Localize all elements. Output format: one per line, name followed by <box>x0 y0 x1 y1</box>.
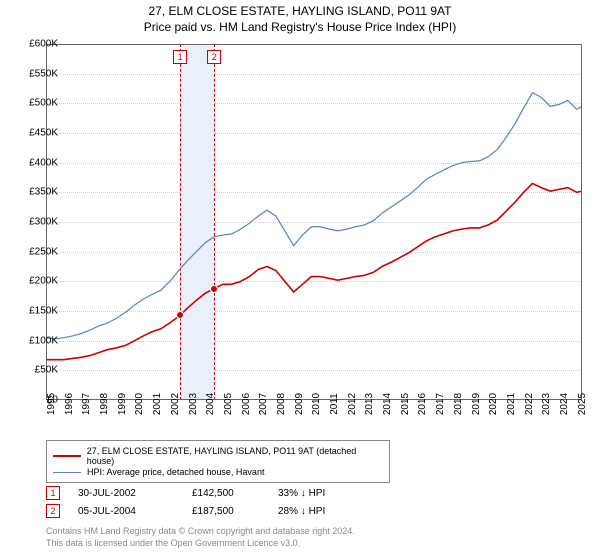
xtick-label: 2009 <box>294 393 305 415</box>
legend-label-hpi: HPI: Average price, detached house, Hava… <box>87 467 264 477</box>
chart-subtitle: Price paid vs. HM Land Registry's House … <box>0 20 600 34</box>
sale-marker-box: 1 <box>173 50 187 64</box>
sale-date: 30-JUL-2002 <box>78 488 174 499</box>
footer-line2: This data is licensed under the Open Gov… <box>46 538 355 550</box>
legend: 27, ELM CLOSE ESTATE, HAYLING ISLAND, PO… <box>46 440 390 483</box>
ytick-label: £100K <box>29 335 58 346</box>
ytick-label: £500K <box>29 98 58 109</box>
xtick-label: 2001 <box>152 393 163 415</box>
ytick-label: £450K <box>29 128 58 139</box>
xtick-label: 2024 <box>559 393 570 415</box>
legend-label-property: 27, ELM CLOSE ESTATE, HAYLING ISLAND, PO… <box>87 446 383 466</box>
sale-price: £187,500 <box>192 506 260 517</box>
xtick-label: 2013 <box>364 393 375 415</box>
sales-table: 1 30-JUL-2002 £142,500 33% ↓ HPI 2 05-JU… <box>46 482 368 522</box>
xtick-label: 2019 <box>471 393 482 415</box>
chart-plot-area: 12 <box>46 44 582 400</box>
ytick-label: £400K <box>29 157 58 168</box>
plot-border <box>46 44 582 400</box>
sale-number-box: 2 <box>46 504 60 518</box>
xtick-label: 1997 <box>81 393 92 415</box>
xtick-label: 2018 <box>453 393 464 415</box>
sale-number-box: 1 <box>46 486 60 500</box>
footer-line1: Contains HM Land Registry data © Crown c… <box>46 526 355 538</box>
ytick-label: £150K <box>29 306 58 317</box>
xtick-label: 1996 <box>64 393 75 415</box>
xtick-label: 2021 <box>506 393 517 415</box>
xtick-label: 2006 <box>241 393 252 415</box>
xtick-label: 2025 <box>577 393 588 415</box>
sale-price: £142,500 <box>192 488 260 499</box>
sale-pct: 33% ↓ HPI <box>278 488 368 499</box>
xtick-label: 2023 <box>541 393 552 415</box>
xtick-label: 2000 <box>134 393 145 415</box>
chart-header: 27, ELM CLOSE ESTATE, HAYLING ISLAND, PO… <box>0 0 600 34</box>
xtick-label: 2011 <box>329 393 340 415</box>
sales-row-1: 1 30-JUL-2002 £142,500 33% ↓ HPI <box>46 486 368 500</box>
xtick-label: 2014 <box>382 393 393 415</box>
xtick-label: 2015 <box>400 393 411 415</box>
legend-item-hpi: HPI: Average price, detached house, Hava… <box>53 467 383 477</box>
sale-marker-box: 2 <box>207 50 221 64</box>
xtick-label: 2008 <box>276 393 287 415</box>
xtick-label: 2012 <box>347 393 358 415</box>
ytick-label: £350K <box>29 187 58 198</box>
ytick-label: £250K <box>29 246 58 257</box>
footer-attribution: Contains HM Land Registry data © Crown c… <box>46 526 355 549</box>
xtick-label: 1998 <box>99 393 110 415</box>
xtick-label: 2005 <box>223 393 234 415</box>
legend-swatch-hpi <box>53 472 81 473</box>
xtick-label: 2022 <box>524 393 535 415</box>
ytick-label: £50K <box>35 365 58 376</box>
chart-title: 27, ELM CLOSE ESTATE, HAYLING ISLAND, PO… <box>0 4 600 18</box>
xtick-label: 2017 <box>435 393 446 415</box>
ytick-label: £600K <box>29 39 58 50</box>
xtick-label: 2002 <box>170 393 181 415</box>
sales-row-2: 2 05-JUL-2004 £187,500 28% ↓ HPI <box>46 504 368 518</box>
legend-swatch-property <box>53 455 81 457</box>
xtick-label: 1995 <box>46 393 57 415</box>
ytick-label: £200K <box>29 276 58 287</box>
xtick-label: 2007 <box>258 393 269 415</box>
xtick-label: 2020 <box>488 393 499 415</box>
sale-pct: 28% ↓ HPI <box>278 506 368 517</box>
xtick-label: 2016 <box>417 393 428 415</box>
sale-date: 05-JUL-2004 <box>78 506 174 517</box>
ytick-label: £550K <box>29 68 58 79</box>
ytick-label: £300K <box>29 217 58 228</box>
legend-item-property: 27, ELM CLOSE ESTATE, HAYLING ISLAND, PO… <box>53 446 383 466</box>
xtick-label: 2004 <box>205 393 216 415</box>
xtick-label: 1999 <box>117 393 128 415</box>
xtick-label: 2010 <box>311 393 322 415</box>
xtick-label: 2003 <box>188 393 199 415</box>
